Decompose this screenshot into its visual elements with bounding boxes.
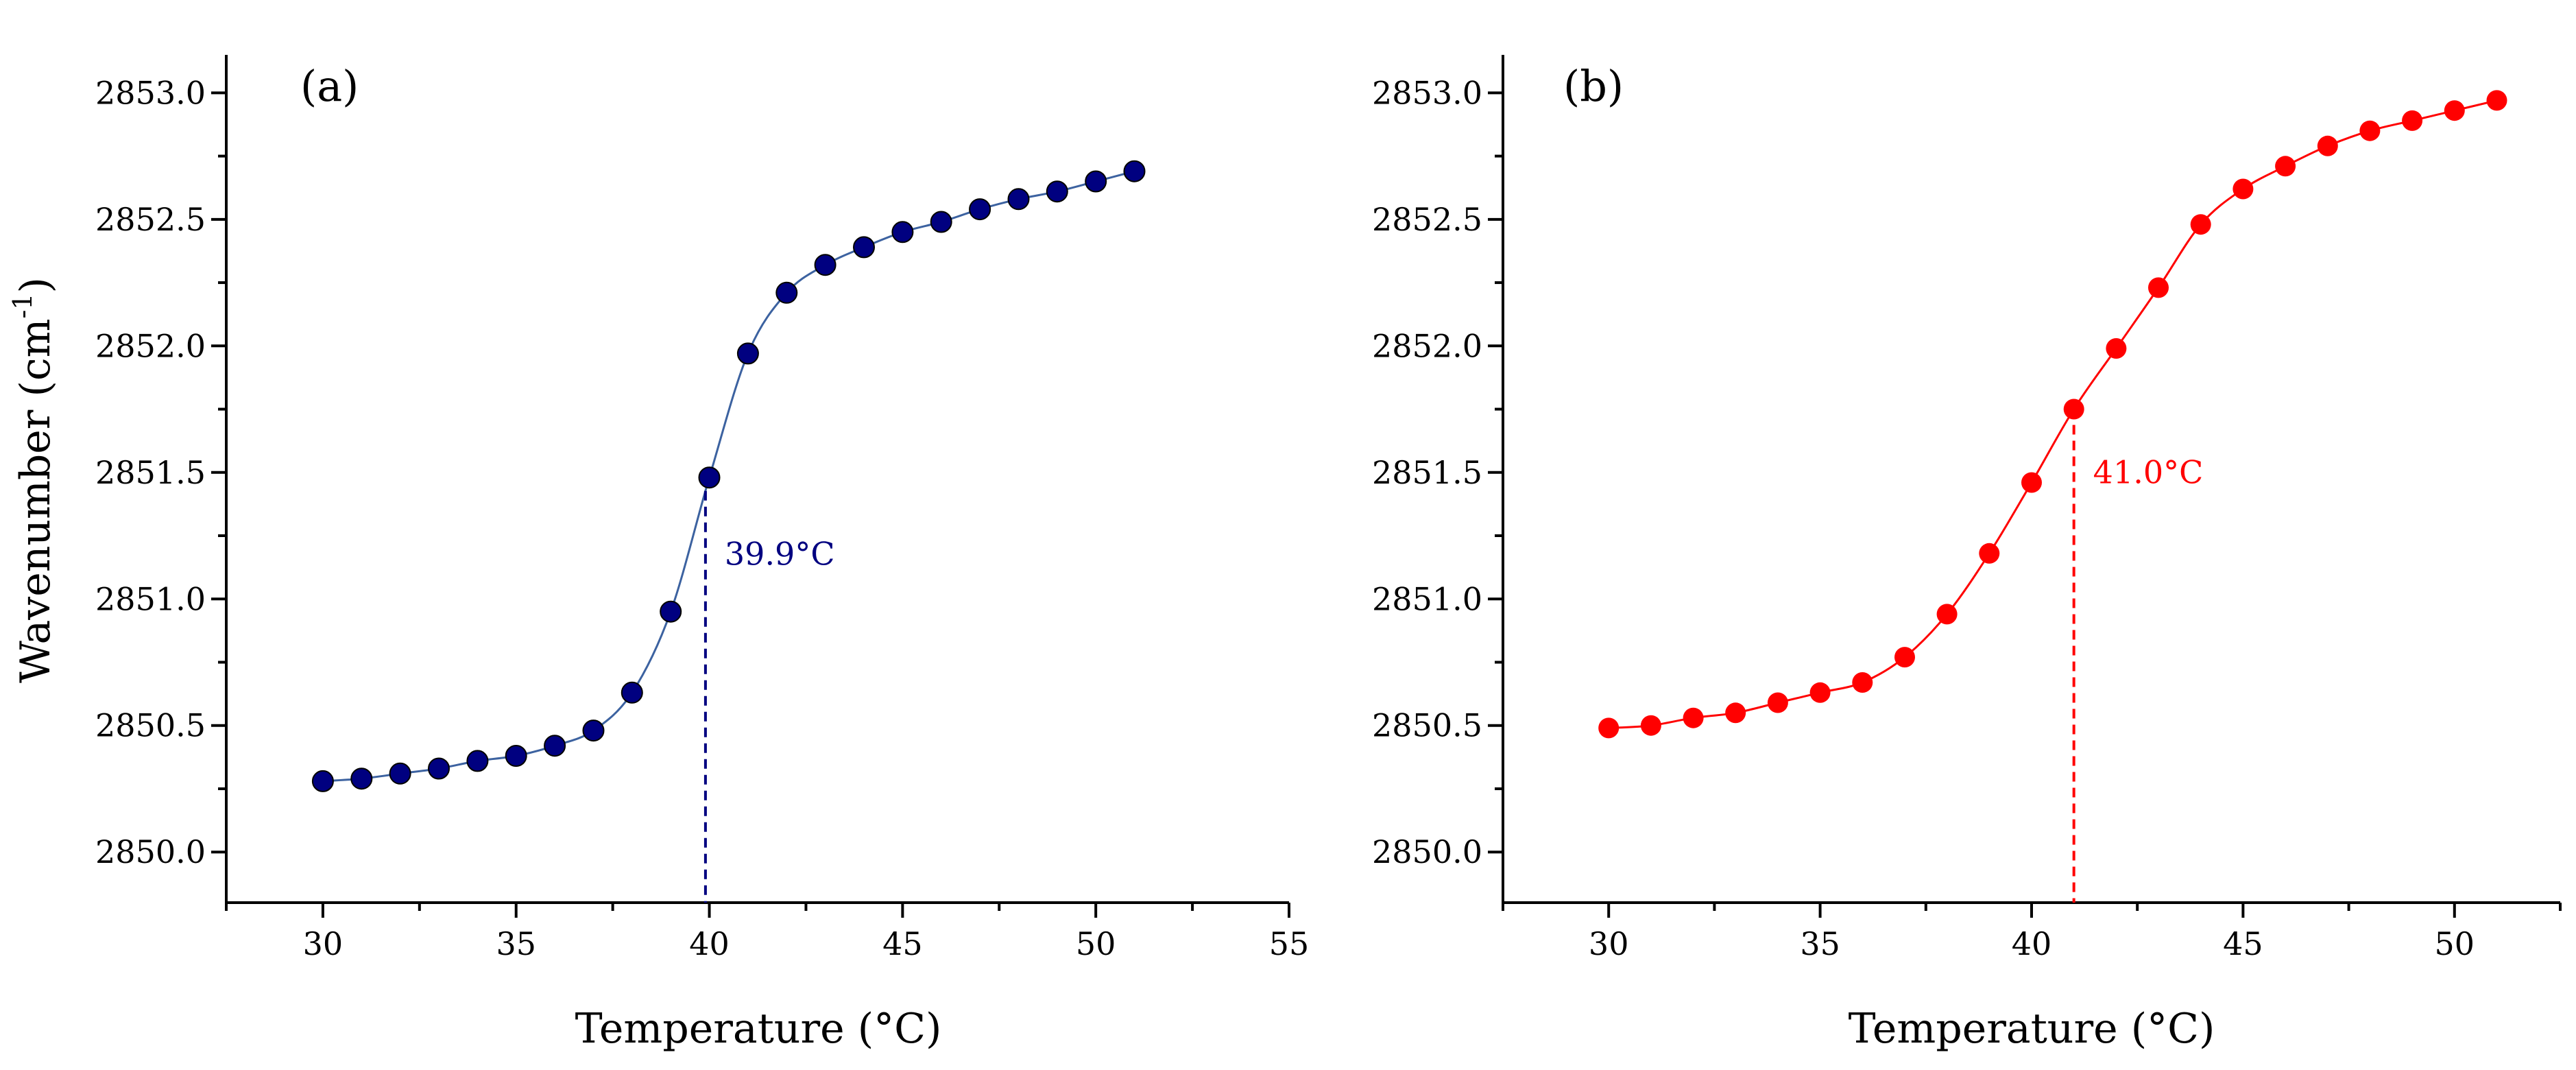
panel-a-data-point	[660, 600, 682, 623]
panel-a-x-tick-label: 50	[1076, 925, 1116, 962]
panel-a-data-point	[621, 681, 643, 704]
panel-b-data-point	[1809, 682, 1831, 703]
panel-a-data-point	[582, 720, 605, 742]
panel-a-x-tick-label: 55	[1269, 925, 1310, 962]
panel-b-data-point	[2402, 110, 2423, 131]
panel-a-data-point	[736, 342, 759, 365]
panel-a-data-point	[1123, 160, 1146, 182]
panel-a-data-point	[853, 236, 875, 259]
y-axis-title-close: )	[12, 277, 60, 293]
panel-a-x-ticks: 30 35 40 45 50 55	[225, 901, 1310, 962]
panel-b-data-point	[2444, 100, 2465, 121]
panel-a-data-point	[544, 735, 566, 757]
panel-b: (b) 30 35 40 45 50 2850.02850.52851.02851.52…	[1372, 55, 2562, 1053]
panel-a-label: (a)	[300, 61, 359, 111]
panel-b-transition-label: 41.0°C	[2093, 454, 2204, 491]
panel-a-data-point	[969, 198, 991, 221]
panel-b-data-point	[2275, 156, 2296, 177]
panel-b-data-point	[2148, 277, 2169, 298]
panel-b-x-tick-label: 50	[2435, 925, 2475, 962]
y-axis-title-text: Wavenumber (cm	[12, 319, 60, 683]
y-axis-title-superscript: -1	[8, 294, 38, 319]
panel-b-data-point	[2359, 120, 2381, 141]
panel-a-data-point	[505, 745, 527, 767]
panel-b-plot: 41.0°C	[1598, 90, 2507, 903]
panel-a-y-tick-label: 2852.0	[95, 327, 206, 364]
panel-a-transition-label: 39.9°C	[725, 536, 835, 573]
panel-b-data-point	[2190, 214, 2211, 235]
panel-a-data-point	[814, 254, 836, 276]
panel-b-y-tick-label: 2850.5	[1372, 707, 1482, 744]
panel-b-x-tick-label: 40	[2012, 925, 2052, 962]
panel-b-x-ticks: 30 35 40 45 50	[1502, 901, 2562, 962]
panel-b-x-tick-label: 45	[2223, 925, 2263, 962]
panel-b-label: (b)	[1563, 61, 1624, 111]
panel-a-y-axis-title: Wavenumber (cm-1)	[8, 277, 60, 683]
panel-b-data-point	[1683, 707, 1704, 728]
panel-b-y-tick-label: 2851.5	[1372, 454, 1482, 491]
panel-b-data-point	[1979, 543, 2000, 564]
panel-a-data-point	[930, 211, 952, 233]
panel-b-data-point	[1640, 715, 1661, 736]
panel-b-data-point	[1725, 702, 1746, 724]
panel-a-data-point	[311, 770, 334, 792]
panel-b-y-tick-label: 2853.0	[1372, 74, 1482, 111]
panel-a-x-tick-label: 35	[496, 925, 536, 962]
panel-b-y-tick-label: 2852.0	[1372, 327, 1482, 364]
panel-a-data-point	[1007, 188, 1030, 211]
panel-b-data-point	[1936, 604, 1958, 625]
panel-a-x-tick-label: 40	[689, 925, 730, 962]
panel-b-data-point	[2021, 472, 2042, 493]
panel-a-data-point	[1085, 170, 1107, 193]
panel-a-y-tick-label: 2853.0	[95, 74, 206, 111]
panel-b-data-point	[1894, 647, 1915, 668]
panel-b-y-tick-label: 2851.0	[1372, 580, 1482, 617]
panel-b-y-ticks: 2850.0 2850.5 2851.0 2851.5 2852.0 2852.5 2853…	[1372, 55, 1504, 904]
panel-b-data-point	[2317, 135, 2338, 156]
panel-a-y-tick-label: 2851.5	[95, 454, 206, 491]
panel-b-y-tick-label: 2850.0	[1372, 833, 1482, 870]
panel-a-data-point	[428, 757, 450, 780]
panel-a-data-point	[466, 750, 489, 772]
panel-a: (a) 30 35 40 45 50 55 2850.0 2850.5 2851.0 2851.…	[8, 55, 1309, 1053]
panel-b-x-tick-label: 30	[1589, 925, 1629, 962]
panel-a-data-point	[350, 768, 373, 790]
panel-b-data-point	[1852, 672, 1873, 693]
panel-b-data-point	[1767, 692, 1788, 713]
panel-a-y-tick-label: 2852.5	[95, 201, 206, 238]
panel-b-data-point	[2063, 399, 2084, 420]
panel-a-plot: 39.9°C	[311, 160, 1146, 903]
panel-b-data-point	[2232, 178, 2254, 200]
panel-b-y-tick-label: 2852.5	[1372, 201, 1482, 238]
panel-a-data-point	[775, 281, 798, 304]
panel-b-data-point	[1598, 717, 1620, 739]
panel-b-x-tick-label: 35	[1800, 925, 1840, 962]
panel-a-y-tick-label: 2850.0	[95, 833, 206, 870]
panel-a-x-axis-title: Temperature (°C)	[575, 1005, 942, 1053]
panel-a-x-tick-label: 30	[303, 925, 344, 962]
panel-a-y-ticks: 2850.0 2850.5 2851.0 2851.5 2852.0 2852.5 2853…	[95, 55, 228, 904]
panel-b-data-point	[2486, 90, 2507, 111]
panel-a-data-point	[389, 762, 411, 785]
panel-a-x-tick-label: 45	[882, 925, 923, 962]
panel-a-y-tick-label: 2851.0	[95, 580, 206, 617]
panel-a-data-point	[891, 221, 914, 243]
panel-b-data-point	[2106, 338, 2127, 359]
panel-b-x-axis-title: Temperature (°C)	[1849, 1005, 2215, 1053]
panel-a-data-point	[698, 466, 721, 489]
panel-a-y-tick-label: 2850.5	[95, 707, 206, 744]
panel-a-data-point	[1046, 180, 1068, 203]
